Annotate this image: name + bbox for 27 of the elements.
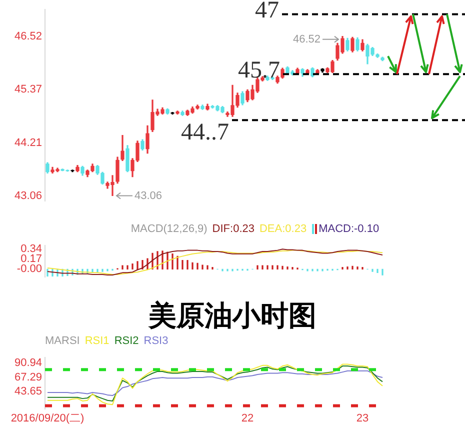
series-label: DEA:0.23 — [259, 222, 307, 236]
x-tick-label: 2016/09/20(二) — [10, 412, 84, 424]
y-tick-label: 90.94 — [14, 357, 42, 370]
y-tick-label: 43.06 — [14, 190, 42, 202]
x-tick-label: 22 — [241, 412, 254, 424]
x-tick-label: 23 — [356, 412, 369, 424]
annotation: 46.52 — [292, 33, 320, 46]
chart-title: 美原油小时图 — [147, 298, 318, 334]
ref-line-label: 45.7 — [238, 57, 280, 84]
y-tick-label: 43.65 — [14, 386, 42, 398]
series-label: DIF:0.23 — [212, 222, 254, 236]
legend-title: MACD(12,26,9) — [130, 222, 208, 236]
ref-line-label: 44..7 — [181, 119, 229, 146]
text: RSI2 — [114, 334, 139, 348]
y-tick-label: 46.52 — [14, 30, 42, 42]
legend-title: MARSI — [45, 334, 80, 348]
ref-line-label: 47 — [255, 0, 279, 24]
y-tick-label: 0.17 — [20, 253, 42, 266]
text: RSI1 — [84, 334, 110, 348]
legend-label: MACD:-0.10 — [318, 222, 380, 236]
y-tick-label: 44.21 — [14, 136, 42, 149]
y-tick-label: 45.37 — [14, 83, 42, 96]
text: RSI3 — [144, 334, 168, 348]
y-tick-label: -0.00 — [16, 263, 42, 276]
y-tick-label: 67.29 — [14, 371, 42, 384]
y-tick-label: 0.34 — [20, 243, 42, 256]
annotation: 43.06 — [134, 190, 162, 202]
